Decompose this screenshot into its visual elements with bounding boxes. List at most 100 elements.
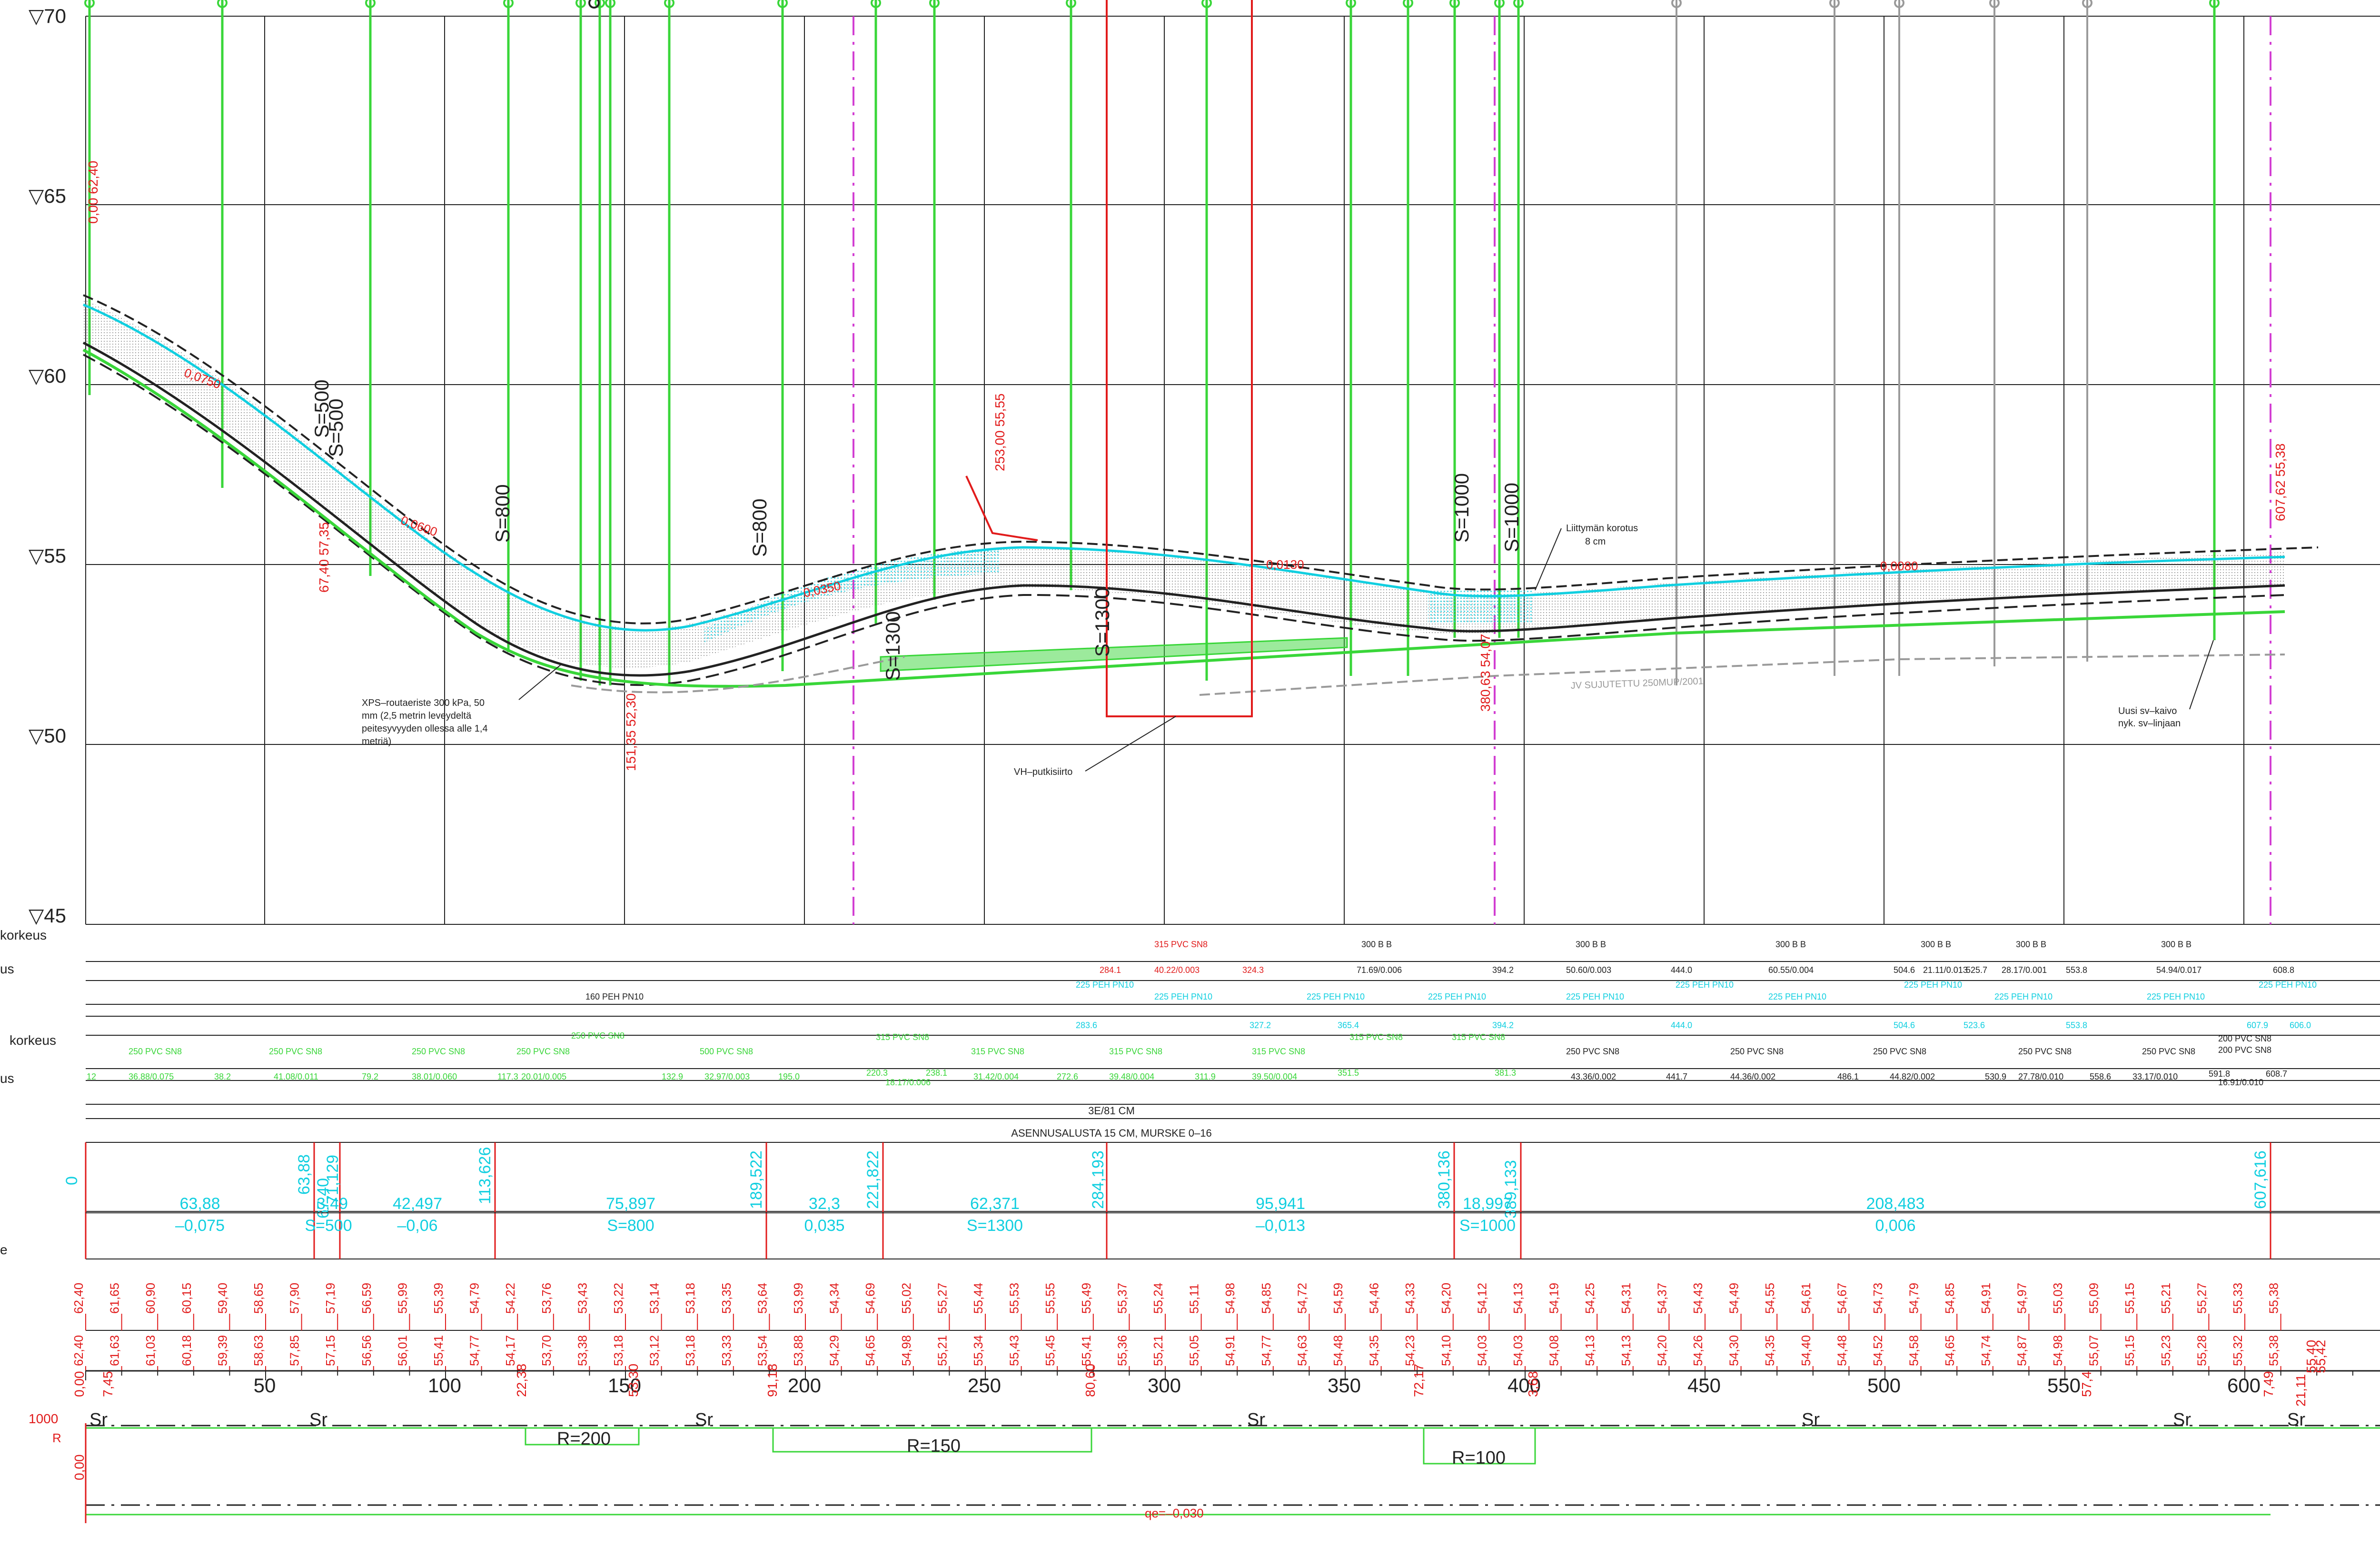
grade-slope-2: S=500 xyxy=(305,1217,352,1235)
sv-value-12: 220.3 xyxy=(866,1068,888,1078)
peh-label-2: 225 PEH PN10 xyxy=(1076,980,1134,990)
sv-label-5: 250 PVC SN8 xyxy=(571,1031,625,1041)
sv-value-25: 486.1 xyxy=(1837,1072,1859,1081)
design-elevation-value: 60,90 xyxy=(143,1283,158,1314)
design-elevation-value: 54,33 xyxy=(1403,1283,1417,1314)
elevation-label-55: ▽55 xyxy=(29,545,66,567)
existing-elevation-value: 54,98 xyxy=(2051,1335,2065,1366)
existing-elevation-value: 55,36 xyxy=(1115,1335,1129,1366)
row-label-us-2: us xyxy=(0,1071,14,1086)
pavement-structure xyxy=(83,299,2285,668)
existing-elevation-value: 53,70 xyxy=(539,1335,554,1366)
sv-value-20: 351.5 xyxy=(1338,1068,1359,1078)
design-elevation-value: 54,19 xyxy=(1547,1283,1561,1314)
insulation-zone xyxy=(704,547,1000,643)
peh-value-10: 606.0 xyxy=(2290,1021,2311,1030)
sv-value-14: 238.1 xyxy=(926,1068,947,1078)
sv-label-3: 250 PVC SN8 xyxy=(412,1047,465,1056)
sv-value-15: 31.42/0.004 xyxy=(973,1072,1019,1081)
sv-label-4: 250 PVC SN8 xyxy=(516,1047,570,1056)
note-jv: JV SUJUTETTU 250MUP/2001 xyxy=(1570,676,1704,691)
sv-value-8: 20.01/0.005 xyxy=(521,1072,566,1081)
layer-asennusalusta: ASENNUSALUSTA 15 CM, MURSKE 0–16 xyxy=(1011,1127,1211,1139)
sv-label-16: 250 PVC SN8 xyxy=(2018,1047,2072,1056)
design-elevation-value: 59,40 xyxy=(215,1283,229,1314)
sv-value-26: 44.82/0.002 xyxy=(1890,1072,1935,1081)
sv-label-15: 250 PVC SN8 xyxy=(1873,1047,1926,1056)
existing-elevation-value: 55,21 xyxy=(935,1335,949,1366)
chainage-label-400: 400 xyxy=(1507,1374,1541,1397)
sv-value-19: 39.50/0.004 xyxy=(1252,1072,1297,1081)
existing-elevation-value: 57,85 xyxy=(288,1335,302,1366)
existing-elevation-value: 54,08 xyxy=(1547,1335,1561,1366)
design-elevation-value: 54,59 xyxy=(1331,1283,1345,1314)
note-xps-line1: XPS–routaeriste 300 kPa, 50 xyxy=(362,698,485,708)
point-tags: 0,00 62,40 67,40 57,35 151,35 52,30 253,… xyxy=(86,161,2288,771)
radius-axis-label: R xyxy=(52,1431,61,1445)
sv-label-19: 200 PVC SN8 xyxy=(2218,1045,2271,1055)
design-elevation-value: 55,49 xyxy=(1079,1283,1093,1314)
grade-length-7: 95,941 xyxy=(1256,1195,1305,1213)
design-elevation-value: 53,22 xyxy=(611,1283,625,1314)
design-elevation-value: 53,99 xyxy=(791,1283,805,1314)
design-elevation-value: 53,64 xyxy=(755,1283,769,1314)
chainage-tag-3: 22,38 xyxy=(514,1364,529,1397)
peh-label-5: 225 PEH PN10 xyxy=(1428,992,1486,1001)
design-elevation-value: 54,98 xyxy=(1223,1283,1237,1314)
sv-value-17: 39.48/0.004 xyxy=(1109,1072,1154,1081)
existing-elevation-value: 56,56 xyxy=(359,1335,374,1366)
jv-pipe-label-1: 315 PVC SN8 xyxy=(1154,940,1208,949)
peh-value-3: 365.4 xyxy=(1338,1021,1359,1030)
existing-elevation-value: 53,18 xyxy=(611,1335,625,1366)
design-elevation-value: 55,55 xyxy=(1043,1283,1057,1314)
radius-label-200: R=200 xyxy=(557,1429,611,1449)
drain-pipe-band xyxy=(880,637,1348,672)
sv-label-10: 315 PVC SN8 xyxy=(1252,1047,1305,1056)
sv-value-32: 16.91/0.010 xyxy=(2218,1078,2263,1087)
jv-pipe-label-3: 300 B B xyxy=(1576,940,1606,949)
sv-value-23: 441.7 xyxy=(1666,1072,1687,1081)
existing-elevation-value: 61,63 xyxy=(108,1335,122,1366)
design-elevation-value: 54,55 xyxy=(1763,1283,1777,1314)
existing-elevation-value: 55,41 xyxy=(431,1335,446,1366)
design-elevation-value: 54,85 xyxy=(1259,1283,1273,1314)
existing-elevation-value: 54,77 xyxy=(467,1335,482,1366)
row-label-korkeus-1: korkeus xyxy=(0,928,47,942)
grade-length-1: 63,88 xyxy=(179,1195,220,1213)
sr-label-6: Sr xyxy=(2173,1410,2191,1430)
existing-elevation-value: 53,54 xyxy=(755,1335,769,1366)
design-elevation-value: 53,14 xyxy=(647,1283,662,1314)
sv-value-11: 195.0 xyxy=(778,1072,800,1081)
existing-elevation-value: 54,63 xyxy=(1295,1335,1309,1366)
design-elevation-value: 54,25 xyxy=(1583,1283,1597,1314)
existing-elevation-value: 54,29 xyxy=(827,1335,842,1366)
existing-elevation-value: 54,23 xyxy=(1403,1335,1417,1366)
sv-value-29: 558.6 xyxy=(2090,1072,2111,1081)
horizontal-alignment xyxy=(86,1425,2380,1465)
existing-elevation-value: 60,18 xyxy=(179,1335,194,1366)
chainage-tag-4: 53,30 xyxy=(626,1364,641,1397)
jv-value-9: 504.6 xyxy=(1894,965,1915,975)
sv-label-14: 250 PVC SN8 xyxy=(1730,1047,1784,1056)
peh-label-12: 225 PEH PN10 xyxy=(2259,980,2317,990)
grade-station-2: 67,40 xyxy=(314,1178,332,1219)
curve-label-s1000a: S=1000 xyxy=(1450,473,1473,543)
design-elevation-value: 54,69 xyxy=(863,1283,877,1314)
chainage-label-250: 250 xyxy=(968,1374,1001,1397)
elevation-label-70: ▽70 xyxy=(29,5,66,27)
jv-value-8: 60.55/0.004 xyxy=(1768,965,1814,975)
peh-label-8: 225 PEH PN10 xyxy=(1768,992,1826,1001)
grade-station-5: 189,522 xyxy=(747,1150,765,1209)
sv-value-1: 12 xyxy=(87,1072,96,1081)
peh-value-5: 444.0 xyxy=(1671,1021,1692,1030)
jv-pipe-row: 315 PVC SN8 300 B B 300 B B 300 B B 300 … xyxy=(1100,940,2294,975)
note-kaivo-line2: nyk. sv–linjaan xyxy=(2118,718,2181,729)
peh-label-1: 160 PEH PN10 xyxy=(585,992,644,1001)
sr-label-7: Sr xyxy=(2287,1410,2305,1430)
slope-label-4: 0,0130 xyxy=(1266,557,1304,572)
design-elevation-value: 55,21 xyxy=(2159,1283,2173,1314)
design-elevation-value: 55,03 xyxy=(2051,1283,2065,1314)
note-xps-line3: peitesyvyyden ollessa alle 1,4 xyxy=(362,723,488,734)
existing-elevation-value: 54,35 xyxy=(1367,1335,1381,1366)
sr-label-1: Sr xyxy=(89,1410,108,1430)
